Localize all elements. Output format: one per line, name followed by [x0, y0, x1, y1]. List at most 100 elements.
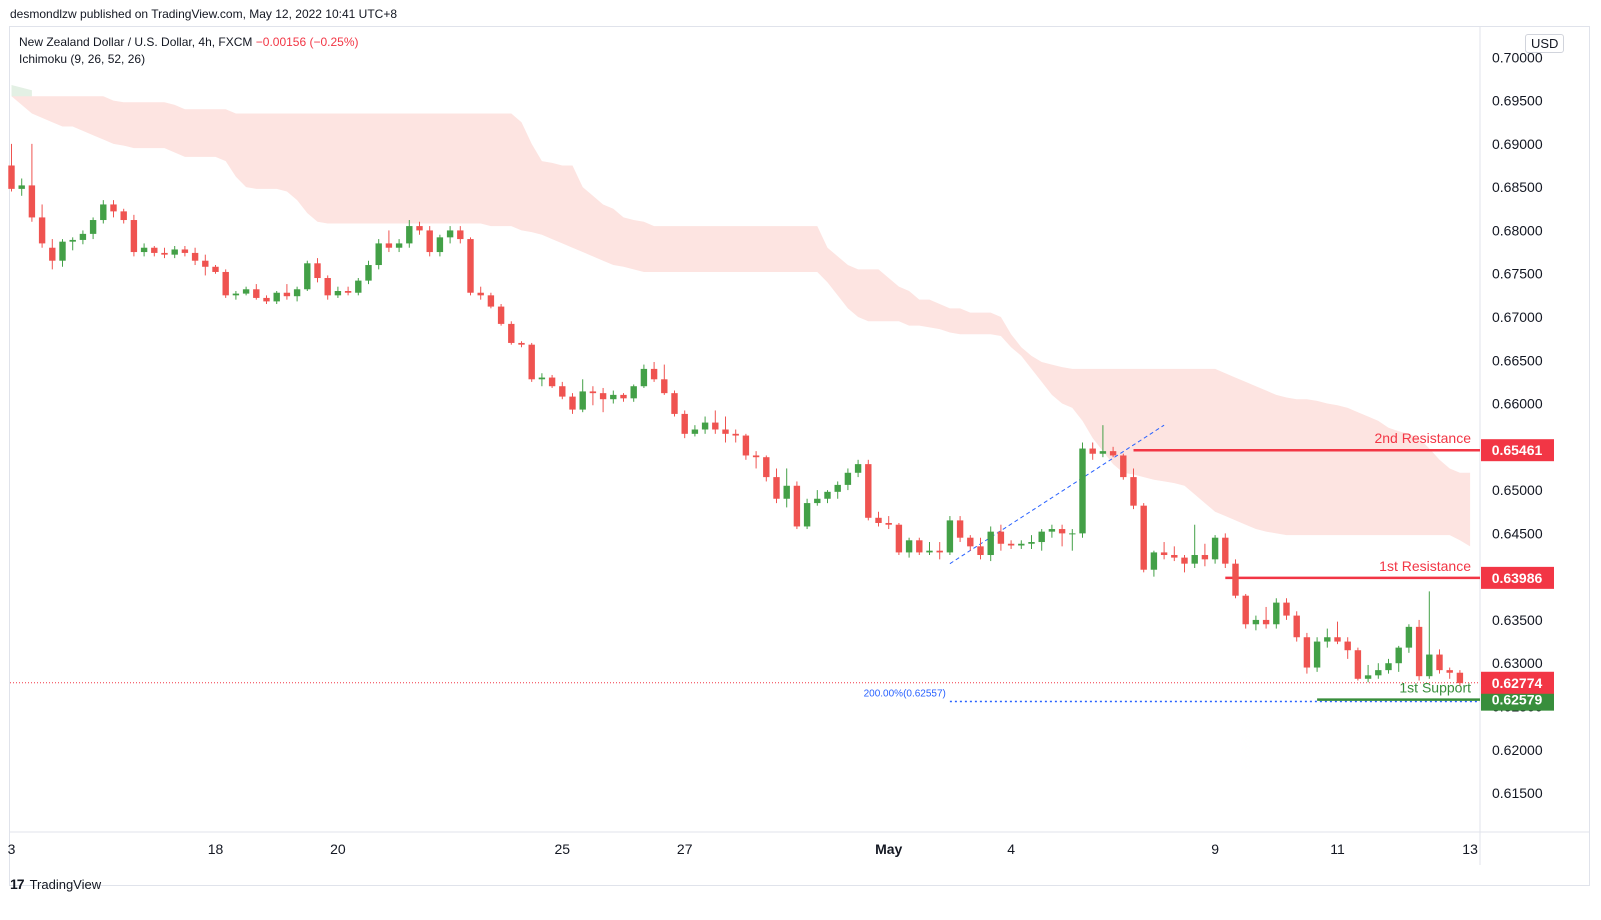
candle-body [722, 429, 729, 434]
candle-body [140, 247, 148, 253]
candle-body [467, 239, 474, 293]
candle-body [783, 485, 790, 499]
candle-body [559, 386, 566, 397]
candle-body [987, 531, 994, 556]
candles-layer [8, 143, 1464, 686]
candle-body [212, 266, 219, 272]
y-tick-label: 0.64500 [1492, 525, 1543, 541]
ichimoku-cloud-bullish [11, 84, 32, 97]
candle-body [538, 377, 546, 380]
candle-body [1252, 619, 1260, 625]
candle-body [457, 230, 464, 240]
candle-body [569, 396, 576, 410]
candle-body [38, 217, 46, 244]
candle-body [1048, 529, 1056, 532]
x-tick-label: 11 [1330, 841, 1345, 857]
candle-body [1028, 542, 1035, 544]
y-tick-label: 0.66500 [1492, 352, 1543, 368]
candle-body [365, 265, 372, 281]
candle-body [1242, 595, 1249, 625]
candle-body [1436, 654, 1443, 671]
y-tick-label: 0.69500 [1492, 93, 1543, 109]
candle-body [1171, 555, 1178, 558]
x-tick-label: 20 [330, 841, 346, 857]
candle-body [528, 344, 535, 380]
candle-body [477, 292, 484, 296]
candle-body [59, 241, 66, 261]
candle-body [814, 498, 821, 504]
candle-body [8, 165, 15, 189]
candle-body [151, 247, 158, 253]
footer-brand[interactable]: 17 TradingView [10, 876, 101, 892]
candle-body [630, 386, 637, 399]
last-price-tag [1481, 671, 1554, 694]
y-tick-label: 0.70000 [1492, 49, 1543, 65]
candle-body [1426, 654, 1433, 677]
candle-body [1038, 531, 1045, 543]
candle-body [385, 243, 393, 248]
candle-body [752, 455, 760, 458]
level-name-label: 1st Support [1399, 680, 1471, 696]
candle-body [49, 247, 56, 261]
candle-body [1222, 537, 1229, 564]
x-tick-label: 27 [677, 841, 693, 857]
indicator-title[interactable]: Ichimoku (9, 26, 52, 26) [19, 52, 146, 66]
ichimoku-cloud [11, 87, 1471, 547]
y-tick-label: 0.67500 [1492, 266, 1543, 282]
price-change: −0.00156 (−0.25%) [255, 35, 359, 49]
candle-body [222, 271, 229, 296]
x-tick-label: May [875, 841, 902, 857]
candle-body [732, 433, 739, 436]
y-tick-label: 0.63500 [1492, 612, 1543, 628]
candle-body [355, 280, 362, 293]
last-price-label: 0.62774 [1492, 675, 1543, 691]
symbol-title[interactable]: New Zealand Dollar / U.S. Dollar, 4h, FX… [19, 35, 253, 49]
chart-frame [9, 26, 1590, 886]
candle-body [314, 263, 321, 279]
candle-body [497, 306, 505, 324]
candle-body [100, 204, 107, 221]
candle-body [1324, 637, 1331, 642]
candle-body [1405, 626, 1413, 648]
candle-body [803, 503, 811, 527]
candle-body [946, 520, 954, 553]
candle-body [69, 239, 76, 242]
y-tick-label: 0.69000 [1492, 136, 1543, 152]
grid-layer [10, 27, 1589, 865]
candle-body [1191, 555, 1198, 564]
x-tick-label: 4 [1007, 841, 1015, 857]
candle-body [1354, 650, 1362, 679]
candle-body [273, 292, 280, 302]
candle-body [1262, 619, 1270, 625]
candle-body [1211, 537, 1219, 560]
candle-body [895, 524, 903, 553]
candle-body [508, 323, 515, 343]
candle-body [793, 485, 801, 527]
candle-body [120, 211, 127, 221]
candle-body [1150, 552, 1158, 570]
candle-body [712, 422, 719, 430]
level-price-label: 0.65461 [1492, 442, 1543, 458]
candle-body [834, 484, 841, 492]
candle-body [824, 491, 831, 499]
candle-body [1130, 477, 1137, 506]
candle-body [334, 291, 342, 296]
currency-button[interactable]: USD [1525, 34, 1565, 53]
candle-body [620, 394, 627, 399]
candle-body [691, 429, 699, 434]
level-name-label: 2nd Resistance [1374, 430, 1471, 446]
candle-body [1334, 637, 1341, 642]
candle-body [416, 226, 423, 231]
candle-body [844, 472, 852, 485]
candle-body [242, 289, 250, 294]
candle-body [1313, 641, 1321, 668]
candle-body [548, 377, 556, 387]
level-price-label: 0.62579 [1492, 692, 1543, 708]
candle-body [997, 531, 1005, 544]
candle-body [1364, 675, 1372, 679]
x-tick-label: 18 [208, 841, 224, 857]
candle-body [518, 342, 525, 345]
candle-body [742, 435, 750, 456]
candle-body [110, 204, 117, 212]
